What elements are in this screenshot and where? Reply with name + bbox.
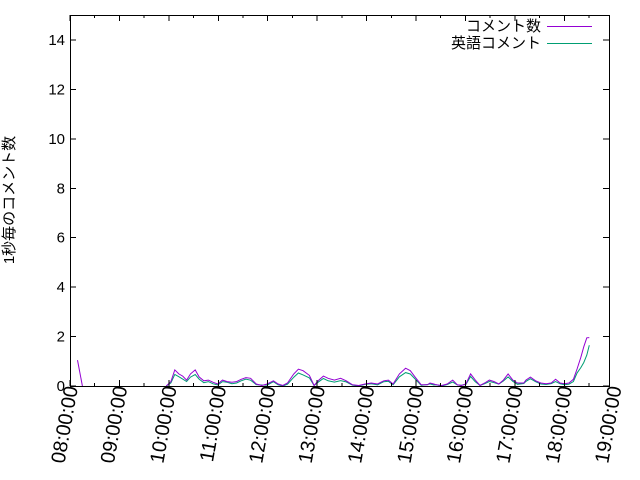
svg-text:英語コメント: 英語コメント [451,34,541,52]
svg-text:4: 4 [57,279,65,296]
svg-text:8: 8 [57,180,65,197]
svg-text:コメント数: コメント数 [466,18,541,35]
svg-text:6: 6 [57,230,65,247]
svg-text:10: 10 [48,131,65,148]
svg-text:2: 2 [57,329,65,346]
svg-text:1秒毎のコメント数: 1秒毎のコメント数 [1,136,18,264]
svg-text:14: 14 [48,32,65,49]
svg-text:12: 12 [48,81,65,98]
